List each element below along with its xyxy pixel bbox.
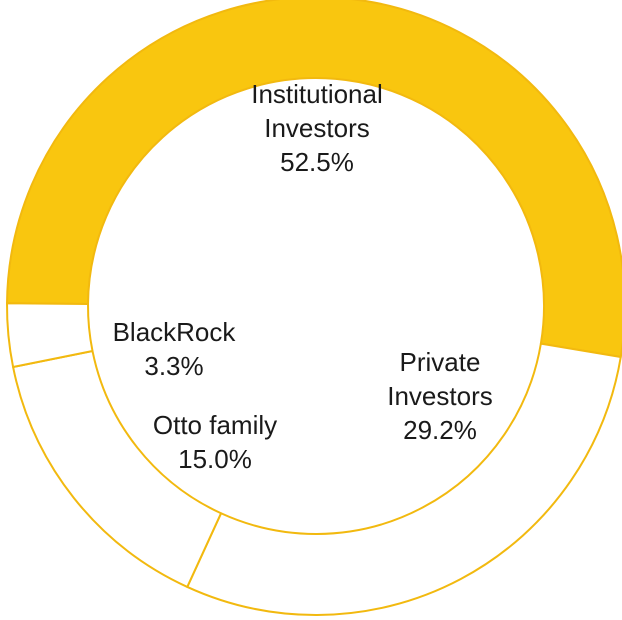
slice-name-line-1-0: Private [400, 347, 481, 377]
slice-name-line-0-1: Investors [264, 113, 370, 143]
slice-percent-3: 3.3% [144, 351, 203, 381]
donut-slice-3 [6, 302, 94, 368]
donut-slice-1 [186, 342, 622, 616]
slice-name-line-3-0: BlackRock [113, 317, 237, 347]
slice-name-line-2-0: Otto family [153, 410, 277, 440]
slice-percent-2: 15.0% [178, 444, 252, 474]
donut-slice-0 [6, 0, 622, 358]
slice-label-3: BlackRock 3.3% [113, 317, 237, 381]
slice-percent-1: 29.2% [403, 415, 477, 445]
slice-label-0: Institutional Investors 52.5% [251, 79, 383, 177]
slices-layer [6, 0, 622, 616]
labels-layer: Institutional Investors 52.5% Private Invest… [113, 79, 493, 474]
slice-label-2: Otto family 15.0% [153, 410, 277, 474]
slice-name-line-1-1: Investors [387, 381, 493, 411]
slice-percent-0: 52.5% [280, 147, 354, 177]
slice-name-line-0-0: Institutional [251, 79, 383, 109]
slice-label-1: Private Investors 29.2% [387, 347, 493, 445]
